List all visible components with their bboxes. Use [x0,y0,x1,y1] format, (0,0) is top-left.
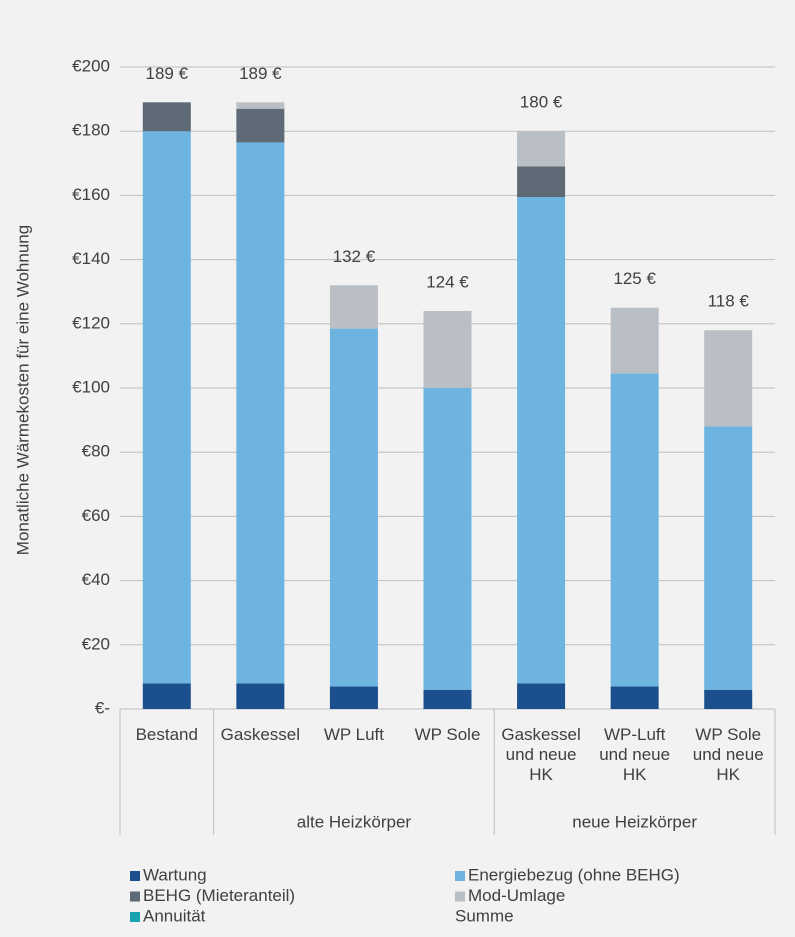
data-label: 124 € [426,272,469,291]
y-tick-label: €20 [82,634,110,653]
y-tick-label: €- [95,698,110,717]
bar-segment [517,166,566,198]
y-tick-label: €160 [72,185,110,204]
bar-segment [517,197,566,684]
data-label: 132 € [333,247,376,266]
bar-segment [329,686,378,709]
y-tick-label: €120 [72,313,110,332]
bar-segment [610,307,659,374]
bar-segment [517,683,566,709]
y-tick-label: €180 [72,121,110,140]
x-tick-label: WP Sole und neue HK [692,725,764,784]
legend-swatch [455,891,465,902]
legend-swatch [130,871,140,881]
legend-label: Energiebezug (ohne BEHG) [468,865,680,884]
bar-segment [236,142,285,684]
y-axis-label: Monatliche Wärmekosten für eine Wohnung [13,225,32,555]
y-tick-label: €80 [82,442,110,461]
bar-segment [423,388,472,690]
bar-segment [704,426,753,690]
bar-segment [517,131,566,167]
y-tick-label: €200 [72,56,110,75]
bar-segment [329,328,378,687]
bar-segment [329,285,378,329]
data-label: 125 € [613,269,656,288]
bar-segment [236,108,285,143]
x-tick-label: WP-Luft und neue HK [599,725,671,784]
legend-label: Wartung [143,865,207,884]
bar-segment [704,330,753,427]
legend-swatch [130,891,140,902]
legend-swatch [455,871,465,881]
x-tick-label: WP Sole [414,725,481,744]
y-tick-label: €100 [72,377,110,396]
y-tick-label: €40 [82,570,110,589]
bar-segment [423,310,472,388]
bar-segment [610,373,659,687]
legend-label: Annuität [143,906,206,925]
legend-label: Summe [455,906,514,925]
bar-segment [236,683,285,709]
bar-segment [142,683,191,709]
group-label: neue Heizkörper [572,812,697,831]
y-tick-label: €60 [82,506,110,525]
data-label: 118 € [708,292,750,311]
bar-segment [704,689,753,709]
bar-segment [610,686,659,709]
y-tick-label: €140 [72,249,110,268]
x-tick-label: Gaskessel und neue HK [501,725,581,784]
legend-swatch [130,912,140,922]
x-tick-label: Gaskessel [220,725,301,744]
x-tick-label: Bestand [135,725,198,744]
data-label: 189 € [146,64,189,83]
legend-label: Mod-Umlage [468,886,565,905]
bar-segment [423,689,472,709]
bar-segment [236,102,285,109]
data-label: 189 € [239,64,282,83]
data-label: 180 € [520,93,563,112]
bar-segment [142,131,191,684]
legend-label: BEHG (Mieteranteil) [143,886,295,905]
x-tick-label: WP Luft [323,725,384,744]
bar-segment [142,102,191,132]
group-label: alte Heizkörper [297,812,412,831]
